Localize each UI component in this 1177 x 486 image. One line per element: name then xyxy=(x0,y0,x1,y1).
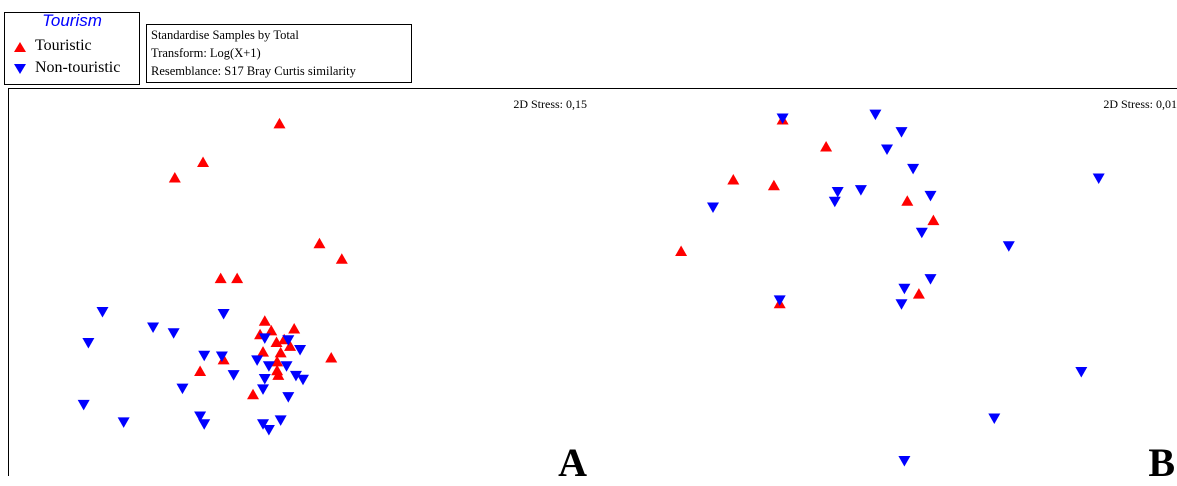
data-point-triangle-down xyxy=(280,361,293,372)
data-point-triangle-up xyxy=(284,340,297,351)
data-point-triangle-down xyxy=(924,274,937,285)
data-point-triangle-down xyxy=(988,413,1001,424)
stress-label-b: 2D Stress: 0,01 xyxy=(1103,97,1177,111)
data-point-triangle-down xyxy=(257,384,270,395)
data-point-triangle-down xyxy=(215,351,228,363)
series-non-touristic xyxy=(77,307,309,436)
data-point-triangle-up xyxy=(265,324,278,336)
data-point-triangle-down xyxy=(915,227,928,239)
data-point-triangle-up xyxy=(247,388,260,400)
mds-plot-a: 2D Stress: 0,15 A xyxy=(8,88,598,485)
data-point-triangle-down xyxy=(194,411,207,423)
data-point-triangle-up xyxy=(194,365,207,377)
data-point-triangle-down xyxy=(274,415,287,426)
data-point-triangle-down xyxy=(707,202,719,214)
data-point-triangle-down xyxy=(831,187,844,198)
data-point-triangle-up xyxy=(912,288,925,299)
data-point-triangle-up xyxy=(675,245,688,257)
data-point-triangle-up xyxy=(820,141,833,152)
data-point-triangle-up xyxy=(313,237,326,249)
data-point-triangle-down xyxy=(881,144,893,155)
data-point-triangle-up xyxy=(197,156,210,168)
data-point-triangle-down xyxy=(924,190,937,202)
data-point-triangle-down xyxy=(167,328,180,339)
data-point-triangle-up xyxy=(214,272,227,284)
data-point-triangle-down xyxy=(251,355,264,366)
data-point-triangle-down xyxy=(147,322,160,334)
data-point-triangle-down xyxy=(117,417,130,428)
legend-label-touristic: Touristic xyxy=(35,37,92,54)
data-point-triangle-down xyxy=(773,295,786,306)
data-point-triangle-down xyxy=(294,344,307,356)
data-point-triangle-up xyxy=(272,369,285,380)
data-point-triangle-down xyxy=(77,399,90,411)
info-standardise: Standardise Samples by Total xyxy=(151,28,299,42)
data-point-triangle-up xyxy=(325,351,338,363)
data-point-triangle-down xyxy=(869,109,882,121)
data-point-triangle-up xyxy=(274,346,287,358)
data-point-triangle-down xyxy=(262,361,275,372)
data-point-triangle-down xyxy=(776,113,789,125)
data-point-triangle-up xyxy=(901,195,914,206)
data-point-triangle-down xyxy=(289,370,302,382)
triangle-up-icon xyxy=(14,42,26,52)
series-touristic xyxy=(675,113,940,309)
data-point-triangle-up xyxy=(288,322,301,334)
info-resemblance: Resemblance: S17 Bray Curtis similarity xyxy=(151,64,356,78)
data-point-triangle-down xyxy=(217,308,230,320)
data-point-triangle-up xyxy=(767,179,780,191)
series-touristic xyxy=(168,117,348,400)
data-point-triangle-up xyxy=(271,355,284,367)
data-point-triangle-up xyxy=(257,346,270,357)
plot-b-canvas xyxy=(675,109,1105,467)
data-point-triangle-down xyxy=(1075,367,1088,378)
data-point-triangle-up xyxy=(168,172,181,183)
data-point-triangle-down xyxy=(895,127,908,138)
data-point-triangle-down xyxy=(198,350,211,362)
data-point-triangle-down xyxy=(898,283,911,295)
info-transform: Transform: Log(X+1) xyxy=(151,46,261,60)
data-point-triangle-up xyxy=(217,353,230,365)
data-point-triangle-up xyxy=(270,336,283,347)
analysis-info-box: Standardise Samples by Total Transform: … xyxy=(146,24,412,83)
data-point-triangle-down xyxy=(262,425,275,436)
data-point-triangle-down xyxy=(258,373,271,385)
legend: Tourism Touristic Non-touristic xyxy=(4,11,140,85)
data-point-triangle-up xyxy=(927,214,940,226)
panel-label-a: A xyxy=(558,440,587,485)
data-point-triangle-down xyxy=(297,374,309,386)
data-point-triangle-down xyxy=(1092,173,1105,185)
legend-title: Tourism xyxy=(42,11,102,30)
data-point-triangle-up xyxy=(335,253,348,264)
data-point-triangle-down xyxy=(96,307,109,318)
data-point-triangle-up xyxy=(727,173,740,185)
data-point-triangle-down xyxy=(282,335,295,346)
data-point-triangle-up xyxy=(231,272,244,284)
data-point-triangle-up xyxy=(273,117,286,129)
data-point-triangle-down xyxy=(282,392,295,403)
series-non-touristic xyxy=(707,109,1105,467)
stress-label-a: 2D Stress: 0,15 xyxy=(513,97,587,111)
data-point-triangle-down xyxy=(828,196,841,208)
data-point-triangle-down xyxy=(257,419,270,430)
data-point-triangle-up xyxy=(258,315,271,326)
data-point-triangle-down xyxy=(227,370,240,381)
panel-label-b: B xyxy=(1148,440,1175,485)
data-point-triangle-down xyxy=(258,333,271,344)
mds-plot-b: 2D Stress: 0,01 B xyxy=(597,88,1177,485)
data-point-triangle-down xyxy=(176,383,189,395)
triangle-down-icon xyxy=(14,64,26,74)
data-point-triangle-down xyxy=(898,456,911,467)
data-point-triangle-down xyxy=(82,337,95,349)
data-point-triangle-down xyxy=(198,419,211,430)
plot-a-canvas xyxy=(77,117,348,436)
data-point-triangle-down xyxy=(854,185,867,196)
data-point-triangle-down xyxy=(1002,241,1015,252)
data-point-triangle-down xyxy=(907,163,920,175)
data-point-triangle-down xyxy=(895,299,908,310)
legend-label-non-touristic: Non-touristic xyxy=(35,59,121,76)
